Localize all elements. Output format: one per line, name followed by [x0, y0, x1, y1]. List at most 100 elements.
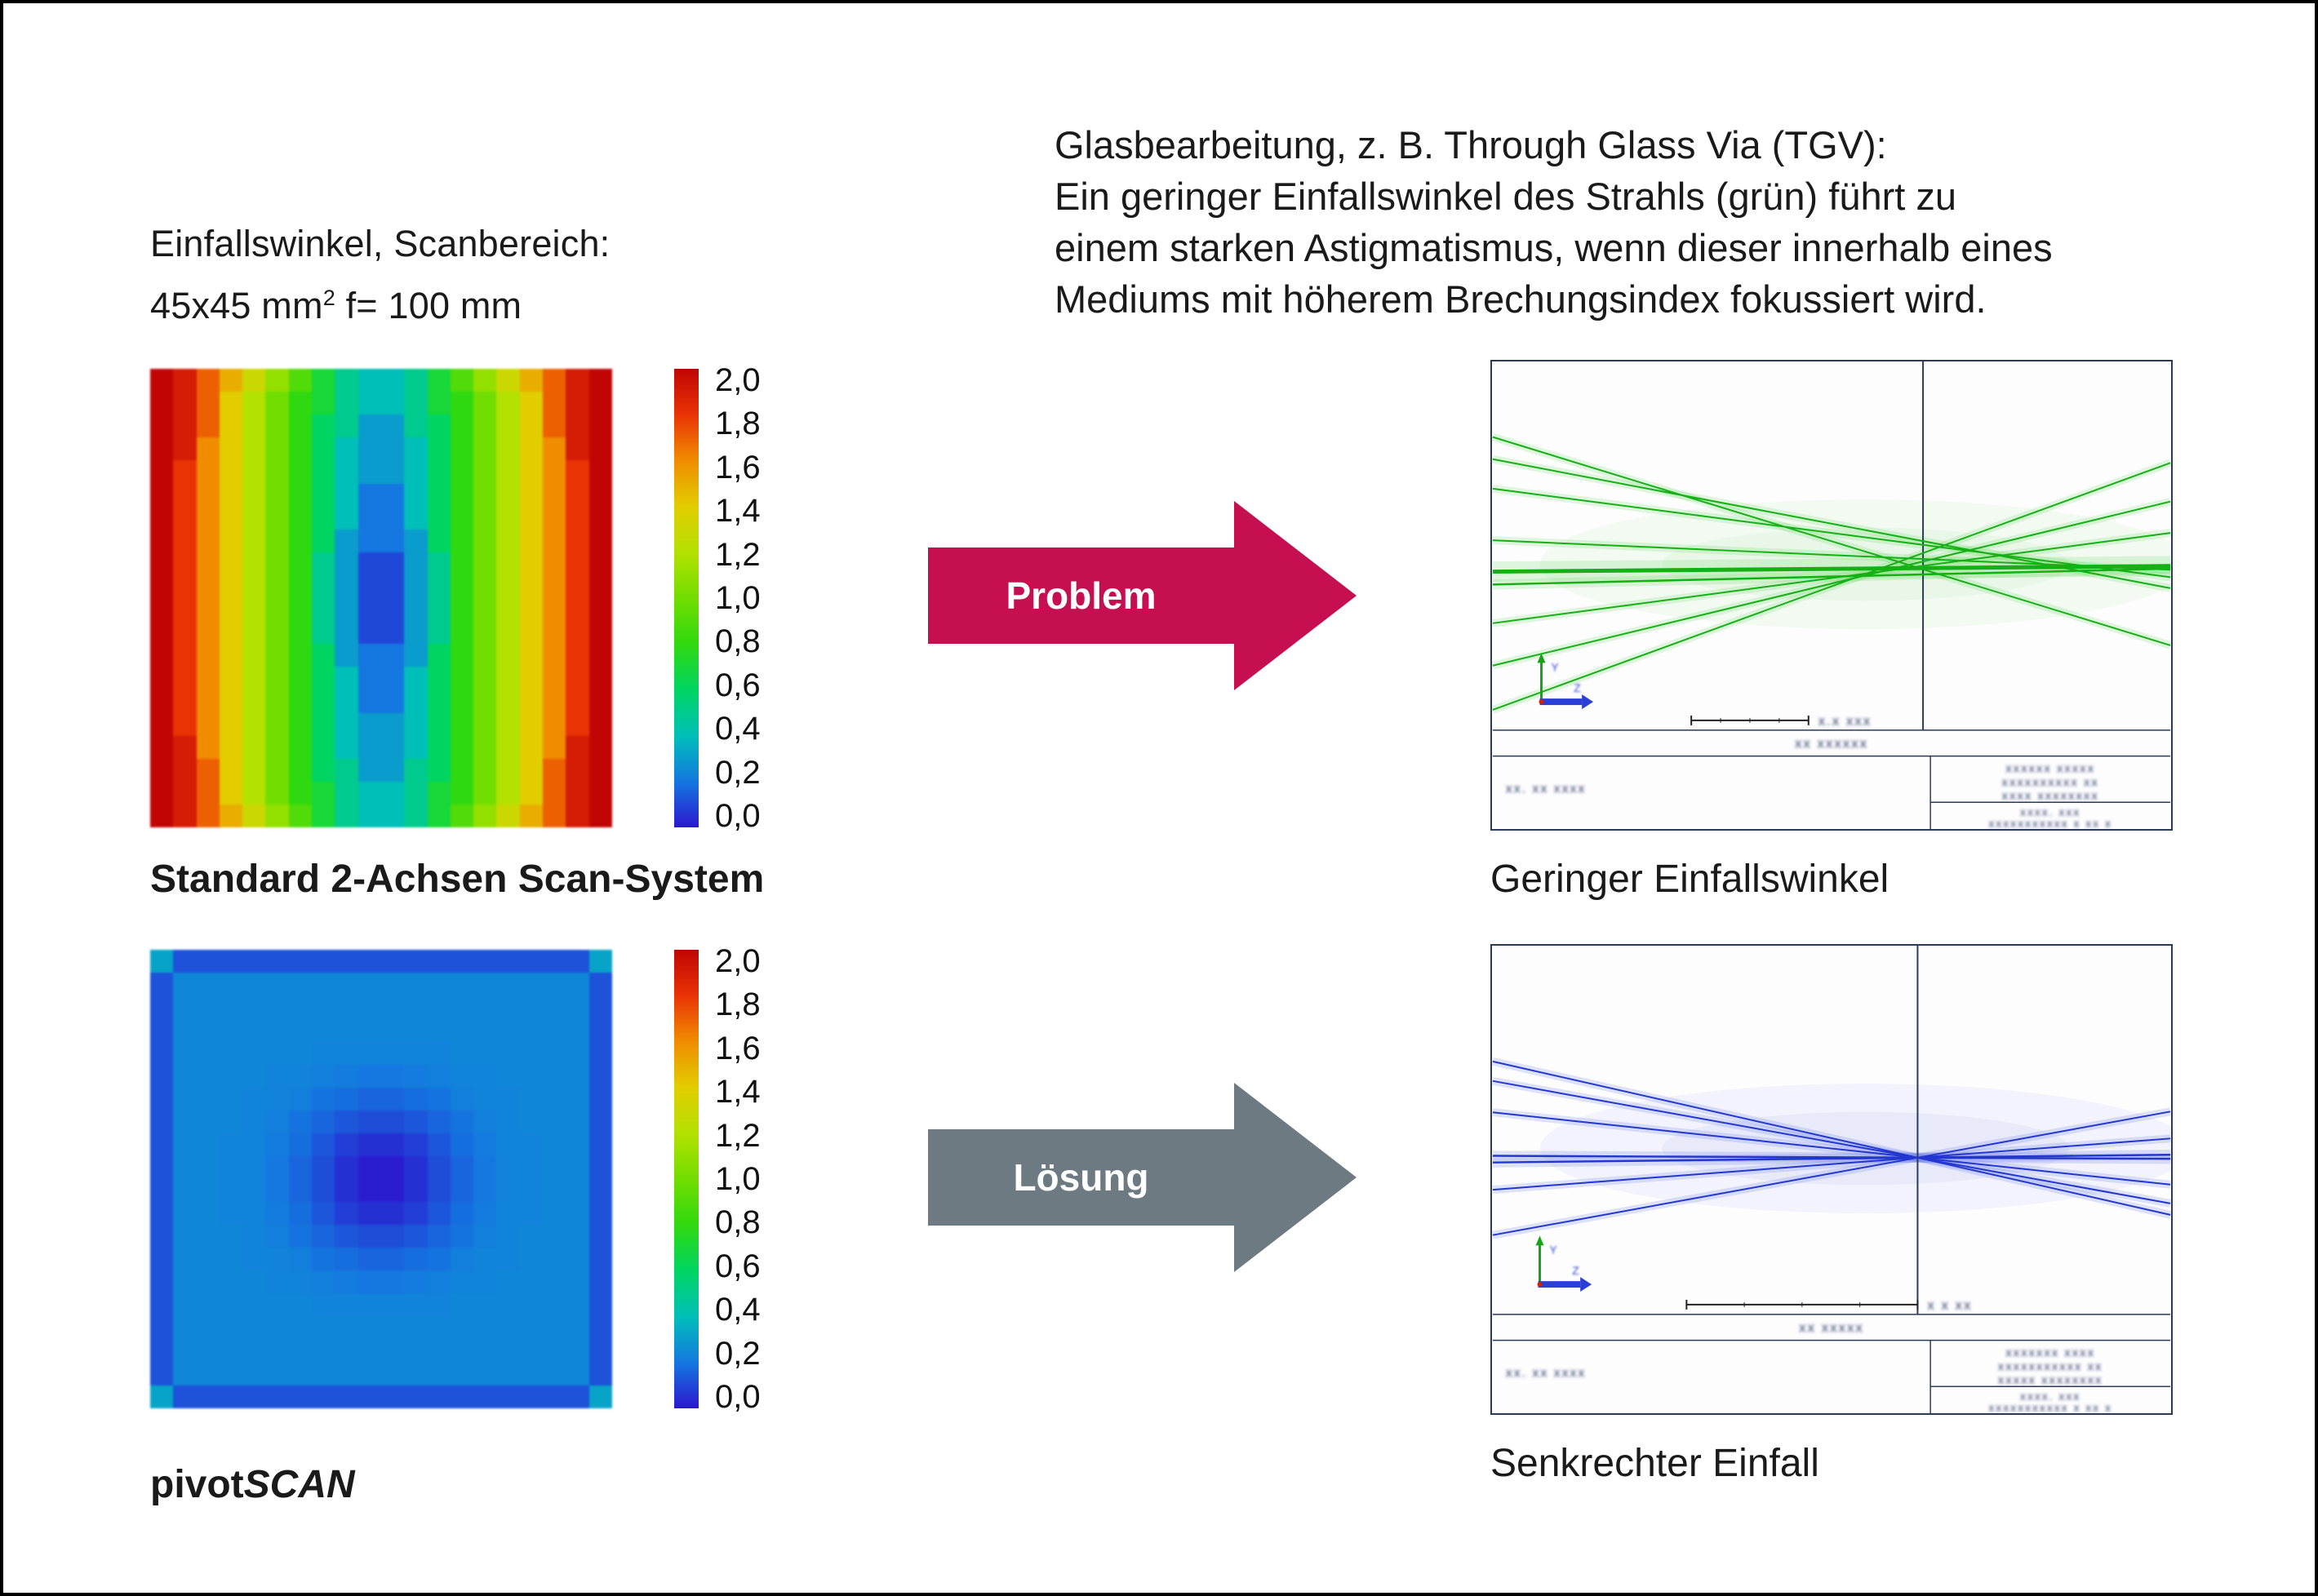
heatmap-cell [473, 1041, 497, 1065]
heatmap-cell [496, 1041, 520, 1065]
heatmap-cell [566, 689, 589, 713]
heatmap-cell [519, 415, 544, 438]
heatmap-cell [288, 529, 313, 552]
heatmap-cell [173, 689, 197, 713]
heatmap-cell [312, 758, 335, 782]
heatmap-cell [219, 1248, 243, 1271]
heatmap-cell [404, 1110, 428, 1133]
colorbar-tick-label: 0,8 [715, 623, 761, 660]
heatmap-cell [496, 483, 520, 507]
heatmap-cell [496, 415, 520, 438]
heatmap-cell [196, 689, 220, 713]
heatmap-cell [312, 437, 335, 461]
heatmap-cell [242, 1385, 266, 1408]
heatmap-cell [404, 758, 428, 782]
heatmap-cell [519, 1248, 544, 1271]
heatmap-cell [173, 1155, 197, 1179]
heatmap-cell [380, 1385, 405, 1408]
colorbar-tick-label: 0,0 [715, 798, 761, 834]
heatmap-cell [496, 621, 520, 645]
heatmap-cell [450, 781, 474, 805]
heatmap-cell [335, 644, 358, 667]
heatmap-cell [543, 1155, 566, 1179]
heatmap-cell [173, 437, 197, 461]
heatmap-cell [357, 1041, 381, 1065]
heatmap-cell [450, 1179, 474, 1203]
heatmap-cell [265, 804, 289, 827]
heatmap-cell [519, 995, 544, 1019]
heatmap-cell [543, 1225, 566, 1248]
heatmap-cell [312, 712, 335, 736]
heatmap-cell [543, 1041, 566, 1065]
heatmap-cell [288, 712, 313, 736]
heatmap-cell [357, 712, 381, 736]
heatmap-cell [450, 1202, 474, 1226]
heatmap-cell [496, 1110, 520, 1133]
heatmap-cell [588, 1362, 612, 1385]
heatmap-cell [196, 392, 220, 415]
heatmap-cell [219, 1202, 243, 1226]
heatmap-cell [427, 1133, 451, 1156]
heatmap-cell [404, 392, 428, 415]
heatmap-cell [265, 621, 289, 645]
heatmap-cell [312, 1110, 335, 1133]
heatmap-cell [288, 1110, 313, 1133]
heatmap-cell [242, 689, 266, 713]
heatmap-cell [196, 712, 220, 736]
heatmap-cell [357, 735, 381, 759]
heatmap-cell [496, 781, 520, 805]
heatmap-cell [473, 712, 497, 736]
colorbar-tick-label: 1,6 [715, 449, 761, 485]
heatmap-cell [219, 667, 243, 690]
heatmap-cell [496, 950, 520, 973]
heatmap-cell [473, 552, 497, 575]
heatmap-cell [496, 1155, 520, 1179]
caption-pivotscan: pivotSCAN [150, 1463, 355, 1506]
heatmap-cell [473, 1087, 497, 1111]
heatmap-cell [173, 529, 197, 552]
heatmap-cell [427, 1155, 451, 1179]
heatmap-cell [357, 392, 381, 415]
heatmap-cell [543, 1064, 566, 1088]
heatmap-cell [543, 1293, 566, 1317]
heatmap-cell [242, 667, 266, 690]
heatmap-cell [265, 689, 289, 713]
heatmap-cell [150, 1339, 174, 1363]
heatmap-cell [566, 1087, 589, 1111]
heatmap-cell [473, 1362, 497, 1385]
heatmap-cell [150, 804, 174, 827]
heatmap-cell [380, 804, 405, 827]
heatmap-cell [566, 1133, 589, 1156]
heatmap-cell [265, 1270, 289, 1294]
heatmap-cell [265, 552, 289, 575]
svg-text:xxxx xxxxxxxx: xxxx xxxxxxxx [2002, 790, 2099, 803]
heatmap-cell [288, 781, 313, 805]
heatmap-cell [357, 1018, 381, 1042]
heatmap-cell [242, 1087, 266, 1111]
heatmap-cell [242, 1316, 266, 1340]
heatmap-cell [473, 598, 497, 622]
heatmap-cell [357, 483, 381, 507]
heatmap-cell [335, 667, 358, 690]
heatmap-cell [219, 644, 243, 667]
heatmap-cell [473, 1385, 497, 1408]
caption-low-incidence: Geringer Einfallswinkel [1490, 858, 1889, 901]
heatmap-cell [519, 574, 544, 598]
heatmap-cell [588, 574, 612, 598]
heatmap-cell [450, 735, 474, 759]
heatmap-cell [588, 1316, 612, 1340]
heatmap-cell [404, 1248, 428, 1271]
heatmap-cell [543, 437, 566, 461]
heatmap-cell [543, 1248, 566, 1271]
heatmap-cell [496, 1248, 520, 1271]
heatmap-cell [265, 667, 289, 690]
heatmap-cell [335, 735, 358, 759]
heatmap-cell [265, 1316, 289, 1340]
heatmap-cell [588, 1110, 612, 1133]
heatmap-cell [450, 437, 474, 461]
heatmap-cell [380, 1225, 405, 1248]
heatmap-cell [427, 781, 451, 805]
loesung-arrow: Lösung [928, 1083, 1357, 1272]
heatmap-cell [473, 1225, 497, 1248]
heatmap-cell [588, 712, 612, 736]
